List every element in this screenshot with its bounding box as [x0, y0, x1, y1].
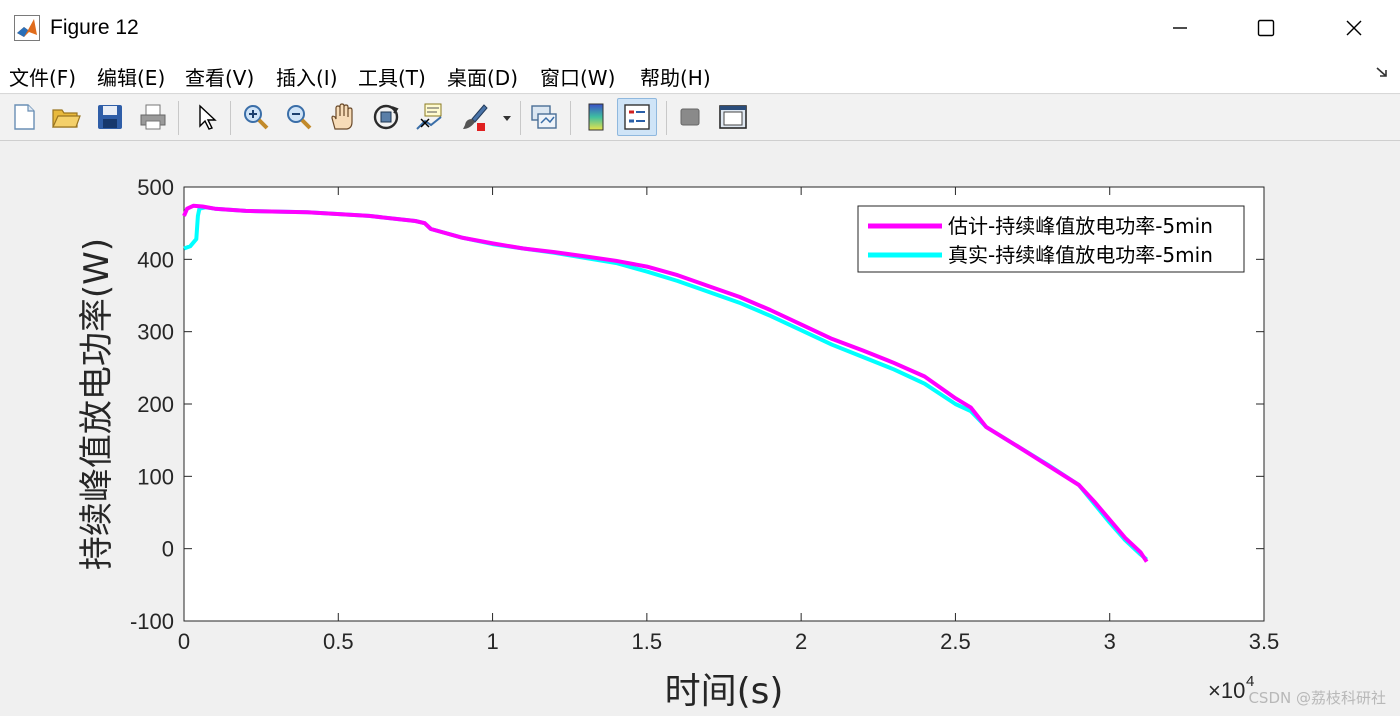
x-tick-label: 2 — [795, 629, 807, 654]
y-tick-label: 500 — [137, 175, 174, 200]
x-tick-label: 1.5 — [632, 629, 663, 654]
toolbar-separator — [178, 101, 179, 135]
x-tick-label: 2.5 — [940, 629, 971, 654]
toolbar-separator — [570, 101, 571, 135]
menu-file[interactable]: 文件(F) — [9, 66, 77, 90]
colorbar-icon[interactable] — [580, 101, 612, 133]
menu-view[interactable]: 查看(V) — [185, 66, 255, 90]
minimize-button[interactable] — [1138, 0, 1222, 56]
rotate-3d-icon[interactable] — [370, 101, 402, 133]
title-bar: Figure 12 — [0, 0, 1400, 56]
series-line-estimate[interactable] — [182, 203, 1149, 563]
maximize-icon — [1257, 19, 1275, 37]
toolbar-separator — [666, 101, 667, 135]
close-button[interactable] — [1312, 0, 1396, 56]
menu-window[interactable]: 窗口(W) — [540, 66, 616, 90]
menu-bar: 文件(F) 编辑(E) 查看(V) 插入(I) 工具(T) 桌面(D) 窗口(W… — [0, 56, 1400, 94]
open-file-icon[interactable] — [50, 101, 82, 133]
toolbar-separator — [520, 101, 521, 135]
y-tick-label: 0 — [162, 537, 174, 562]
menu-desktop[interactable]: 桌面(D) — [447, 66, 519, 90]
maximize-button[interactable] — [1224, 0, 1308, 56]
minimize-icon — [1173, 27, 1187, 29]
legend-entry-label: 估计-持续峰值放电功率-5min — [948, 214, 1213, 238]
legend-entry-label: 真实-持续峰值放电功率-5min — [948, 243, 1213, 267]
toolbar — [0, 95, 1400, 141]
data-cursor-icon[interactable] — [413, 101, 445, 133]
toolbar-separator — [230, 101, 231, 135]
x-exponent-power: 4 — [1246, 673, 1254, 690]
hide-plot-tools-icon[interactable] — [674, 101, 706, 133]
brush-icon[interactable] — [458, 101, 490, 133]
print-icon[interactable] — [137, 101, 169, 133]
y-tick-label: 200 — [137, 392, 174, 417]
menu-help[interactable]: 帮助(H) — [640, 66, 711, 90]
zoom-out-icon[interactable] — [283, 101, 315, 133]
save-icon[interactable] — [94, 101, 126, 133]
x-tick-label: 3 — [1104, 629, 1116, 654]
legend-box[interactable] — [857, 205, 1245, 273]
close-icon — [1346, 20, 1362, 36]
x-exponent-label: ×10 — [1208, 678, 1245, 703]
link-plot-icon[interactable] — [528, 101, 560, 133]
menu-tools[interactable]: 工具(T) — [358, 66, 426, 90]
window-title: Figure 12 — [50, 16, 139, 39]
y-axis-label: 持续峰值放电功率(W) — [77, 238, 117, 570]
zoom-in-icon[interactable] — [240, 101, 272, 133]
y-tick-label: 400 — [137, 247, 174, 272]
brush-dropdown-icon[interactable] — [496, 101, 518, 133]
figure-area: 0 0.5 1 1.5 2 2.5 3 3.5 -100 0 100 200 300 400 500 ×10 4… — [0, 142, 1400, 716]
y-tick-label: 100 — [137, 464, 174, 489]
menu-insert[interactable]: 插入(I) — [276, 66, 338, 90]
new-figure-icon[interactable] — [8, 101, 40, 133]
x-axis-label: 时间(s) — [665, 671, 784, 712]
y-tick-label: 300 — [137, 320, 174, 345]
y-tick-label: -100 — [130, 609, 174, 634]
x-tick-label: 0 — [178, 629, 190, 654]
matlab-icon — [14, 15, 40, 41]
menu-edit[interactable]: 编辑(E) — [97, 66, 166, 90]
x-tick-label: 3.5 — [1249, 629, 1280, 654]
dock-arrow-icon[interactable] — [1374, 64, 1390, 84]
pan-hand-icon[interactable] — [326, 101, 358, 133]
show-plot-tools-icon[interactable] — [717, 101, 749, 133]
select-arrow-icon[interactable] — [190, 101, 222, 133]
x-tick-label: 0.5 — [323, 629, 354, 654]
watermark: CSDN @荔枝科研社 — [1248, 689, 1386, 707]
legend-icon[interactable] — [617, 98, 657, 136]
x-tick-label: 1 — [486, 629, 498, 654]
